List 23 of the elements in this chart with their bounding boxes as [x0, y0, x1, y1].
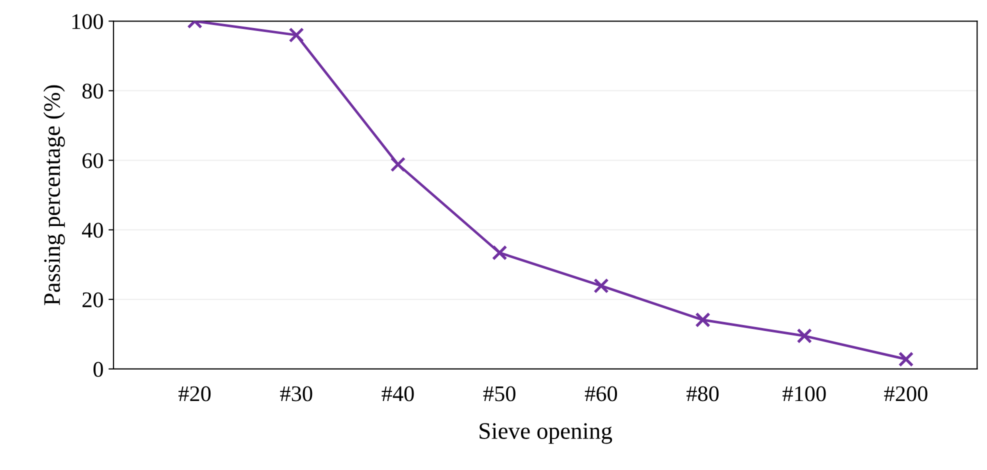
- x-axis-title: Sieve opening: [480, 423, 612, 444]
- x-tick-label: #80: [686, 386, 719, 402]
- x-tick-label: #20: [178, 386, 211, 402]
- point: [390, 156, 406, 172]
- x-tick-label: #60: [584, 386, 618, 402]
- y-tick-label: 100: [72, 14, 103, 30]
- x-tick-label: #50: [483, 386, 516, 402]
- point: [695, 312, 710, 328]
- y-tick-label: 20: [82, 292, 103, 308]
- point: [898, 352, 914, 367]
- x-tick-label: #40: [382, 386, 414, 402]
- y-tick-label: 40: [82, 222, 103, 238]
- x-tick-label: #30: [280, 386, 312, 402]
- x-tick-label: #200: [884, 386, 928, 402]
- point: [796, 328, 812, 344]
- point: [288, 27, 304, 43]
- y-axis-title: Passing percentage (%): [43, 85, 65, 306]
- y-tick-label: 80: [82, 84, 103, 99]
- y-tick-label: 0: [94, 362, 103, 377]
- point: [594, 278, 609, 294]
- y-tick-label: 60: [82, 153, 103, 168]
- point: [492, 245, 508, 260]
- x-tick-label: #100: [782, 386, 826, 402]
